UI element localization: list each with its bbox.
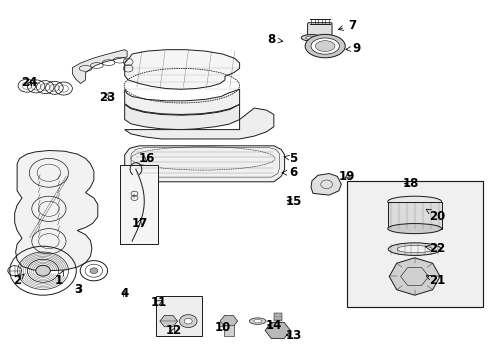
Ellipse shape (305, 35, 345, 58)
Text: 18: 18 (402, 177, 418, 190)
Text: 22: 22 (425, 242, 445, 255)
Ellipse shape (253, 320, 261, 323)
Bar (224, 325, 233, 336)
Polygon shape (124, 108, 273, 139)
Text: 8: 8 (267, 33, 282, 46)
Circle shape (90, 268, 98, 274)
Text: 19: 19 (338, 170, 355, 183)
Polygon shape (124, 50, 239, 89)
Polygon shape (124, 104, 239, 130)
Text: 6: 6 (282, 166, 297, 179)
Text: 16: 16 (138, 152, 155, 165)
Polygon shape (388, 258, 439, 295)
Text: 2: 2 (13, 274, 24, 287)
Text: 3: 3 (74, 283, 82, 296)
Polygon shape (72, 50, 127, 84)
Ellipse shape (387, 224, 441, 234)
Bar (273, 313, 281, 321)
Circle shape (184, 318, 192, 324)
Ellipse shape (310, 38, 339, 54)
Text: 14: 14 (265, 319, 282, 332)
Circle shape (179, 315, 197, 328)
Polygon shape (160, 315, 177, 327)
Bar (387, 202, 441, 229)
Polygon shape (15, 150, 98, 271)
Polygon shape (310, 174, 341, 195)
Circle shape (36, 265, 50, 276)
Ellipse shape (315, 41, 334, 51)
Text: 15: 15 (285, 195, 301, 208)
Text: 23: 23 (99, 91, 116, 104)
Ellipse shape (305, 36, 317, 40)
Ellipse shape (301, 35, 321, 41)
Text: 13: 13 (285, 329, 301, 342)
Text: 1: 1 (55, 271, 63, 287)
Polygon shape (264, 322, 290, 339)
Ellipse shape (396, 246, 431, 253)
Ellipse shape (387, 196, 441, 207)
Text: 5: 5 (283, 152, 297, 165)
Text: 4: 4 (121, 287, 128, 300)
Text: 11: 11 (150, 296, 167, 309)
Polygon shape (124, 146, 284, 182)
Text: 17: 17 (131, 217, 147, 230)
Text: 20: 20 (425, 209, 445, 222)
Polygon shape (124, 89, 239, 114)
Bar (155, 296, 202, 336)
Ellipse shape (387, 243, 440, 256)
Text: 21: 21 (426, 274, 445, 287)
Bar (346, 181, 482, 307)
Ellipse shape (249, 318, 265, 324)
Text: 10: 10 (214, 321, 230, 334)
Text: 7: 7 (338, 19, 355, 32)
Text: 24: 24 (21, 76, 38, 89)
Bar (120, 165, 158, 244)
Text: 9: 9 (345, 42, 360, 55)
Polygon shape (220, 315, 237, 327)
FancyBboxPatch shape (307, 23, 331, 39)
Text: 12: 12 (165, 324, 182, 337)
